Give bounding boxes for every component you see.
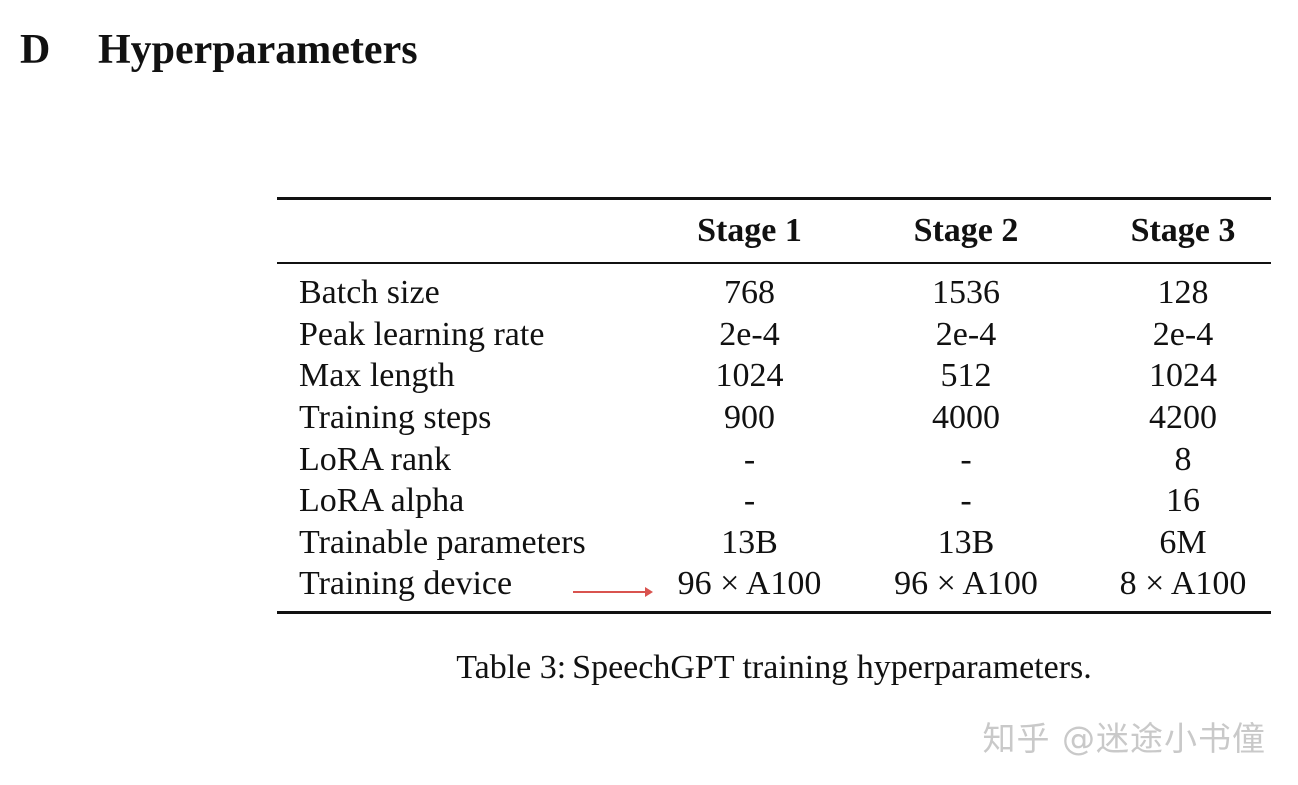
table-cell: 2e-4: [1152, 315, 1214, 353]
table-row: LoRA rank - - 8: [277, 438, 1271, 480]
table-cell: 1024: [715, 357, 784, 395]
table-cell: -: [960, 440, 972, 478]
row-label: Batch size: [299, 274, 440, 312]
table-header-row: Stage 1 Stage 2 Stage 3: [277, 198, 1271, 264]
table-cell: 13B: [937, 523, 995, 561]
section-heading: D Hyperparameters: [20, 22, 418, 78]
hyperparameter-table-container: Stage 1 Stage 2 Stage 3 Batch size 768 1…: [277, 197, 1271, 614]
table-cell: 96 × A100: [677, 565, 822, 603]
table-cell: 2e-4: [935, 315, 997, 353]
watermark: 知乎 @迷途小书僮: [982, 719, 1266, 758]
table-cell: 1536: [932, 274, 1000, 312]
table-cell: 96 × A100: [894, 565, 1038, 603]
table-cell: -: [960, 482, 972, 520]
row-label-cell: Training device: [277, 563, 662, 612]
table-cell: 13B: [721, 523, 778, 561]
section-title: Hyperparameters: [98, 27, 418, 73]
table-row: Max length 1024 512 1024: [277, 355, 1271, 397]
table-row: Training steps 900 4000 4200: [277, 397, 1271, 439]
hyperparameter-table: Stage 1 Stage 2 Stage 3 Batch size 768 1…: [277, 197, 1271, 614]
table-cell: 900: [724, 399, 775, 437]
table-cell: 128: [1157, 274, 1209, 312]
header-stage-3: Stage 3: [1095, 198, 1271, 264]
row-label: Peak learning rate: [299, 315, 545, 353]
table-cell: 512: [940, 357, 992, 395]
red-arrow-icon: [573, 586, 653, 597]
row-label: LoRA alpha: [299, 482, 465, 520]
section-number: D: [20, 27, 51, 73]
table-cell: 8: [1174, 440, 1192, 478]
table-cell: 4000: [932, 399, 1000, 437]
table-row: LoRA alpha - - 16: [277, 480, 1271, 522]
table-row: Batch size 768 1536 128: [277, 263, 1271, 314]
table-cell: 1024: [1149, 357, 1217, 395]
header-stage-1: Stage 1: [662, 198, 837, 264]
table-row: Peak learning rate 2e-4 2e-4 2e-4: [277, 314, 1271, 356]
table-cell: 2e-4: [719, 315, 780, 353]
table-cell: -: [743, 482, 756, 520]
row-label: Training device: [299, 565, 513, 603]
table-cell: 6M: [1159, 523, 1207, 561]
table-row: Training device 96 × A100 96 × A100 8 × …: [277, 563, 1271, 612]
header-empty-cell: [277, 198, 662, 264]
row-label: LoRA rank: [299, 440, 452, 478]
table-cell: -: [743, 440, 756, 478]
row-label: Training steps: [299, 399, 492, 437]
table-row: Trainable parameters 13B 13B 6M: [277, 522, 1271, 564]
row-label: Trainable parameters: [299, 523, 586, 561]
table-cell: 16: [1166, 482, 1200, 520]
caption-text: SpeechGPT training hyperparameters.: [572, 649, 1092, 686]
caption-label: Table 3:: [456, 649, 567, 686]
table-cell: 768: [724, 274, 775, 312]
table-caption: Table 3: SpeechGPT training hyperparamete…: [277, 646, 1271, 690]
table-cell: 8 × A100: [1119, 565, 1247, 603]
row-label: Max length: [299, 357, 455, 395]
table-cell: 4200: [1149, 399, 1217, 437]
header-stage-2: Stage 2: [837, 198, 1095, 264]
